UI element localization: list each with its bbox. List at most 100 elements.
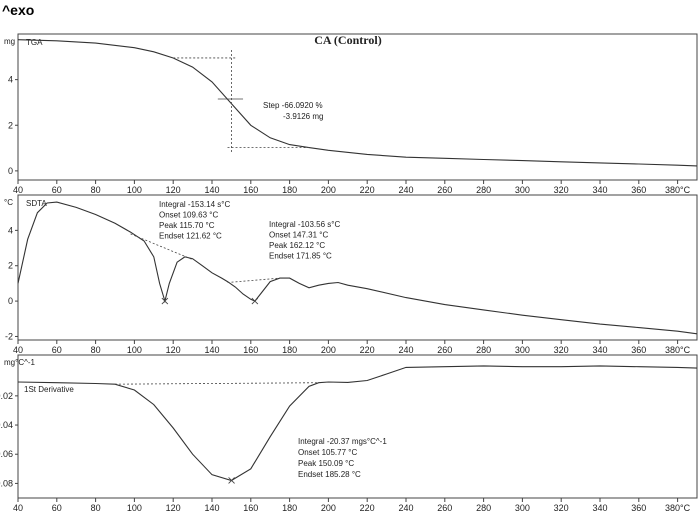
x-tick-label: 240 — [398, 345, 413, 355]
y-tick-label: 4 — [8, 75, 13, 85]
panel-frame — [17, 194, 698, 341]
y-tick-label: -2 — [5, 331, 13, 341]
exo-direction-label: ^exo — [2, 2, 35, 18]
x-tick-label: 40 — [13, 345, 23, 355]
x-tick-label: 240 — [398, 185, 413, 195]
series-label: TGA — [26, 38, 43, 47]
x-tick-label: 340 — [592, 345, 607, 355]
x-tick-label: 320 — [554, 503, 569, 513]
y-tick-label: -0.04 — [0, 420, 13, 430]
x-tick-label: 280 — [476, 503, 491, 513]
x-tick-label: 140 — [204, 345, 219, 355]
x-tick-label: 260 — [437, 345, 452, 355]
annotation-text: Endset 171.85 °C — [269, 252, 332, 261]
annotation-text: Integral -153.14 s°C — [159, 200, 230, 209]
annotation-text: Peak 115.70 °C — [159, 221, 215, 230]
annotation-text: Peak 150.09 °C — [298, 459, 354, 468]
tga-panel: 40 60 80 100 120 140 160 180 200 220 240 260 280 300 3… — [4, 33, 698, 195]
x-tick-label: 40 — [13, 185, 23, 195]
x-tick-label: 280 — [476, 185, 491, 195]
x-tick-label: 280 — [476, 345, 491, 355]
x-tick-label: 80 — [91, 345, 101, 355]
x-tick-label: 360 — [631, 185, 646, 195]
series-line — [17, 365, 698, 482]
x-tick-label: 80 — [91, 503, 101, 513]
annotation-text: Integral -103.56 s°C — [269, 220, 340, 229]
x-tick-label: 60 — [52, 185, 62, 195]
x-tick-label: 240 — [398, 503, 413, 513]
x-tick-label: 180 — [282, 503, 297, 513]
x-tick-label: 180 — [282, 345, 297, 355]
x-tick-label: 100 — [127, 185, 142, 195]
x-tick-label: 340 — [592, 503, 607, 513]
x-tick-label: 380°C — [665, 185, 691, 195]
series-label: SDTA — [26, 199, 47, 208]
y-unit-label: mg°C^-1 — [4, 358, 36, 367]
annotation-text: Peak 162.12 °C — [269, 241, 325, 250]
annotation-text: Endset 121.62 °C — [159, 232, 222, 241]
x-tick-label: 320 — [554, 185, 569, 195]
chart-title: CA (Control) — [314, 33, 381, 47]
x-tick-label: 300 — [515, 503, 530, 513]
baseline-peak-2 — [227, 277, 280, 283]
x-tick-label: 340 — [592, 185, 607, 195]
y-unit-label: mg — [4, 37, 15, 46]
series-line — [17, 201, 698, 335]
annotation-text: Onset 109.63 °C — [159, 211, 218, 220]
baseline-peak-1 — [130, 233, 193, 260]
series-label: 1St Derivative — [24, 385, 74, 394]
x-tick-label: 100 — [127, 345, 142, 355]
peak-marker — [161, 297, 169, 305]
annotation-text: Step -66.0920 % — [263, 101, 323, 110]
x-tick-label: 60 — [52, 345, 62, 355]
x-tick-label: 160 — [243, 185, 258, 195]
annotation-text: Integral -20.37 mgs°C^-1 — [298, 437, 387, 446]
x-tick-label: 300 — [515, 185, 530, 195]
y-tick-label: -0.06 — [0, 449, 13, 459]
x-tick-label: 220 — [360, 503, 375, 513]
y-tick-label: 0 — [8, 296, 13, 306]
series-line — [17, 39, 698, 167]
panel-frame — [17, 354, 698, 499]
x-tick-label: 120 — [166, 345, 181, 355]
x-tick-label: 140 — [204, 185, 219, 195]
annotation-text: Onset 105.77 °C — [298, 448, 357, 457]
y-tick-label: -0.08 — [0, 478, 13, 488]
annotation-text: Onset 147.31 °C — [269, 231, 328, 240]
x-tick-label: 380°C — [665, 345, 691, 355]
baseline-derivative — [114, 382, 319, 385]
y-unit-label: °C — [4, 198, 13, 207]
x-tick-label: 40 — [13, 503, 23, 513]
x-tick-label: 60 — [52, 503, 62, 513]
y-tick-label: 0 — [8, 166, 13, 176]
x-tick-label: 260 — [437, 185, 452, 195]
x-tick-label: 380°C — [665, 503, 691, 513]
x-tick-label: 360 — [631, 503, 646, 513]
x-tick-label: 120 — [166, 185, 181, 195]
x-tick-label: 220 — [360, 345, 375, 355]
x-tick-label: 140 — [204, 503, 219, 513]
x-tick-label: 160 — [243, 503, 258, 513]
peak-marker — [251, 297, 259, 305]
y-tick-label: -0.02 — [0, 391, 13, 401]
panel-frame — [17, 33, 698, 181]
x-tick-label: 180 — [282, 185, 297, 195]
x-tick-label: 360 — [631, 345, 646, 355]
x-tick-label: 160 — [243, 345, 258, 355]
peak-marker — [228, 477, 235, 484]
annotation-text: Endset 185.28 °C — [298, 470, 361, 479]
y-tick-label: 2 — [8, 261, 13, 271]
x-tick-label: 120 — [166, 503, 181, 513]
y-tick-label: 4 — [8, 225, 13, 235]
x-tick-label: 260 — [437, 503, 452, 513]
x-tick-label: 220 — [360, 185, 375, 195]
x-tick-label: 200 — [321, 185, 336, 195]
derivative-panel: 40 60 80 100 120 140 160 180 200 220 240 260 280 300 3… — [0, 354, 698, 513]
x-tick-label: 100 — [127, 503, 142, 513]
sdta-panel: 40 60 80 100 120 140 160 180 200 220 240 260 280 300 3… — [4, 194, 698, 355]
x-tick-label: 80 — [91, 185, 101, 195]
annotation-text: -3.9126 mg — [283, 112, 323, 121]
x-tick-label: 200 — [321, 503, 336, 513]
x-tick-label: 300 — [515, 345, 530, 355]
